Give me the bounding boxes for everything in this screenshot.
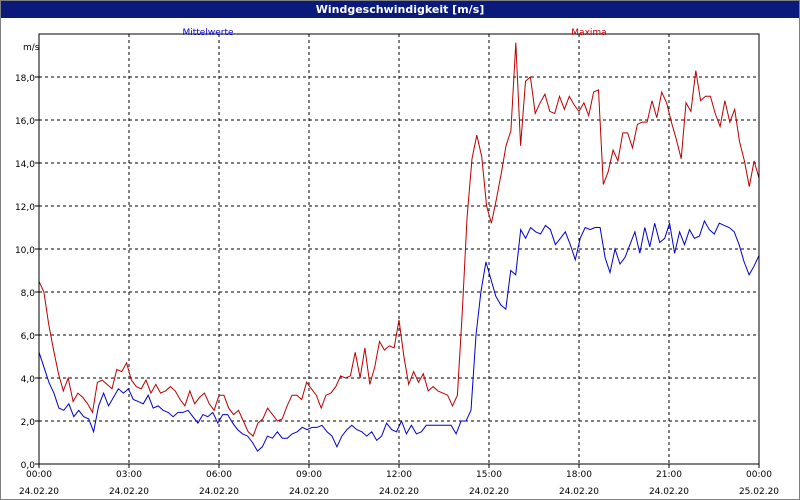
x-tick-date-label: 24.02.20	[289, 487, 329, 497]
x-tick-date-label: 24.02.20	[379, 487, 419, 497]
x-tick-date-label: 24.02.20	[559, 487, 599, 497]
y-tick-label: 18,0	[15, 74, 35, 84]
legend-maxima: Maxima	[571, 28, 606, 38]
x-tick-date-label: 24.02.20	[199, 487, 239, 497]
x-tick-date-label: 24.02.20	[19, 487, 59, 497]
x-tick-time-label: 12:00	[386, 470, 412, 480]
y-tick-label: 12,0	[15, 203, 35, 213]
legend-mittelwerte: Mittelwerte	[182, 28, 233, 38]
x-tick-date-label: 25.02.20	[739, 487, 779, 497]
series-line-maxima	[38, 42, 760, 437]
x-tick-time-label: 18:00	[566, 470, 592, 480]
y-tick-label: 2,0	[21, 418, 36, 428]
x-tick-time-label: 00:00	[746, 470, 772, 480]
y-tick-label: 0,0	[21, 461, 36, 471]
x-tick-date-label: 24.02.20	[469, 487, 509, 497]
x-tick-time-label: 09:00	[296, 470, 322, 480]
x-tick-date-label: 24.02.20	[649, 487, 689, 497]
grid	[39, 34, 759, 464]
x-tick-time-label: 21:00	[656, 470, 682, 480]
y-tick-label: 10,0	[15, 246, 35, 256]
x-tick-time-label: 15:00	[476, 470, 502, 480]
x-tick-time-label: 00:00	[26, 470, 52, 480]
y-tick-label: 6,0	[21, 332, 36, 342]
y-tick-label: 14,0	[15, 160, 35, 170]
window-title: Windgeschwindigkeit [m/s]	[1, 1, 799, 18]
series-line-mittelwerte	[38, 219, 760, 452]
x-tick-time-label: 03:00	[116, 470, 142, 480]
y-tick-label: 4,0	[21, 375, 36, 385]
y-tick-label: 8,0	[21, 289, 36, 299]
y-axis-unit-label: m/s	[23, 43, 40, 53]
series-layer	[38, 42, 760, 452]
axis-ticks: 0,0 2,0 4,0 6,0 8,0 10,0 12,0 14,0 16,0 18,0 00:00…	[15, 74, 779, 497]
y-tick-label: 16,0	[15, 117, 35, 127]
x-tick-date-label: 24.02.20	[109, 487, 149, 497]
x-tick-time-label: 06:00	[206, 470, 232, 480]
